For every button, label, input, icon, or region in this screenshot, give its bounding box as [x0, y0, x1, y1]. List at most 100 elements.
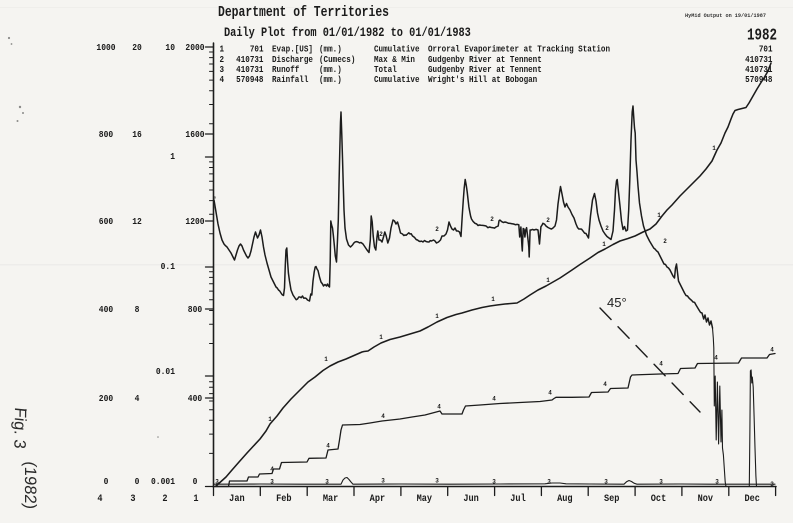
- svg-text:600: 600: [99, 217, 113, 228]
- svg-text:45°: 45°: [607, 295, 627, 310]
- svg-text:4: 4: [437, 404, 441, 411]
- svg-text:2: 2: [546, 217, 550, 224]
- svg-text:4: 4: [220, 76, 225, 86]
- svg-text:HyMid Output on 19/01/1987: HyMid Output on 19/01/1987: [685, 12, 766, 19]
- svg-text:20: 20: [132, 43, 142, 54]
- svg-text:2000: 2000: [185, 43, 204, 54]
- svg-text:3: 3: [715, 479, 719, 486]
- svg-text:4: 4: [770, 347, 774, 354]
- svg-text:701: 701: [250, 45, 264, 55]
- svg-text:4: 4: [714, 355, 718, 362]
- svg-text:Dec: Dec: [744, 492, 760, 504]
- svg-text:400: 400: [188, 394, 202, 405]
- svg-text:2: 2: [220, 55, 225, 65]
- svg-text:1: 1: [546, 277, 550, 284]
- svg-text:12: 12: [132, 217, 142, 228]
- svg-text:1: 1: [712, 145, 716, 152]
- svg-text:Mar: Mar: [323, 492, 338, 504]
- svg-text:1: 1: [657, 212, 661, 219]
- svg-text:3: 3: [659, 479, 663, 486]
- svg-text:4: 4: [548, 390, 552, 397]
- svg-text:0.1: 0.1: [161, 262, 175, 273]
- svg-text:0.001: 0.001: [151, 477, 175, 488]
- svg-text:410731: 410731: [236, 66, 263, 76]
- svg-text:4: 4: [603, 381, 607, 388]
- svg-text:Fig. 3: Fig. 3: [10, 407, 30, 450]
- svg-text:1: 1: [379, 334, 383, 341]
- svg-text:570948: 570948: [745, 76, 772, 86]
- svg-text:Gudgenby River at Tennent: Gudgenby River at Tennent: [428, 54, 542, 65]
- svg-text:2: 2: [379, 231, 383, 238]
- svg-text:Oct: Oct: [651, 492, 666, 504]
- svg-text:3: 3: [492, 479, 496, 486]
- svg-text:1: 1: [268, 416, 272, 423]
- svg-text:Daily Plot from 01/01/1982 to: Daily Plot from 01/01/1982 to 01/01/1983: [224, 26, 471, 40]
- svg-text:1: 1: [435, 313, 439, 320]
- svg-text:Feb: Feb: [276, 492, 292, 504]
- svg-text:3: 3: [381, 478, 385, 485]
- svg-text:Gudgenby River at Tennent: Gudgenby River at Tennent: [428, 65, 542, 76]
- svg-text:701: 701: [759, 45, 773, 55]
- svg-text:Total: Total: [374, 65, 397, 76]
- svg-text:3: 3: [220, 66, 225, 76]
- svg-text:1: 1: [170, 152, 175, 163]
- svg-text:4: 4: [135, 394, 140, 405]
- svg-text:1600: 1600: [185, 130, 204, 141]
- svg-text:Wright's Hill at Bobogan: Wright's Hill at Bobogan: [428, 75, 537, 86]
- svg-text:2: 2: [435, 226, 439, 233]
- svg-text:10: 10: [165, 43, 175, 54]
- svg-text:4: 4: [659, 361, 663, 368]
- svg-text:200: 200: [99, 394, 113, 405]
- svg-text:Jul: Jul: [510, 492, 526, 504]
- svg-text:3: 3: [547, 479, 551, 486]
- svg-text:3: 3: [770, 481, 774, 488]
- svg-text:0: 0: [135, 477, 140, 488]
- svg-text:May: May: [417, 492, 433, 504]
- svg-text:2: 2: [605, 225, 609, 232]
- svg-text:Cumulative: Cumulative: [374, 44, 420, 55]
- svg-text:(1982): (1982): [21, 461, 40, 510]
- svg-text:1200: 1200: [185, 217, 204, 228]
- svg-text:410731: 410731: [745, 55, 772, 65]
- svg-text:570948: 570948: [236, 76, 263, 86]
- svg-text:Aug: Aug: [557, 492, 573, 504]
- svg-text:800: 800: [188, 305, 202, 316]
- svg-text:1: 1: [491, 296, 495, 303]
- svg-text:800: 800: [99, 130, 113, 141]
- svg-text:(mm.): (mm.): [319, 65, 342, 76]
- svg-text:410731: 410731: [745, 66, 772, 76]
- svg-text:(Cumecs): (Cumecs): [319, 54, 355, 65]
- svg-text:3: 3: [215, 479, 219, 486]
- svg-text:3: 3: [604, 479, 608, 486]
- svg-text:410731: 410731: [236, 55, 263, 65]
- svg-text:2: 2: [162, 492, 168, 504]
- svg-text:4: 4: [381, 413, 385, 420]
- svg-text:Max & Min: Max & Min: [374, 54, 415, 65]
- svg-text:Runoff: Runoff: [272, 65, 299, 76]
- svg-text:3: 3: [270, 479, 274, 486]
- svg-text:Nov: Nov: [698, 492, 714, 504]
- svg-text:2: 2: [490, 216, 494, 223]
- svg-text:0: 0: [104, 477, 109, 488]
- svg-text:1982: 1982: [747, 27, 777, 45]
- svg-text:0: 0: [193, 477, 198, 488]
- svg-text:1: 1: [193, 492, 199, 504]
- svg-text:8: 8: [135, 305, 140, 316]
- svg-text:1000: 1000: [96, 43, 115, 54]
- svg-text:Apr: Apr: [370, 492, 385, 504]
- svg-text:1: 1: [602, 241, 606, 248]
- svg-text:3: 3: [435, 478, 439, 485]
- svg-text:4: 4: [270, 466, 274, 473]
- svg-text:4: 4: [492, 396, 496, 403]
- svg-text:Rainfall: Rainfall: [272, 75, 308, 86]
- svg-text:Evap.[US]: Evap.[US]: [272, 44, 313, 55]
- svg-text:3: 3: [130, 492, 136, 504]
- svg-text:4: 4: [97, 492, 103, 504]
- svg-text:2: 2: [663, 238, 667, 245]
- svg-text:Jan: Jan: [229, 492, 244, 504]
- svg-text:Sep: Sep: [604, 492, 620, 504]
- svg-text:0.01: 0.01: [156, 367, 175, 378]
- svg-text:400: 400: [99, 305, 113, 316]
- svg-text:Jun: Jun: [463, 492, 478, 504]
- svg-text:3: 3: [325, 479, 329, 486]
